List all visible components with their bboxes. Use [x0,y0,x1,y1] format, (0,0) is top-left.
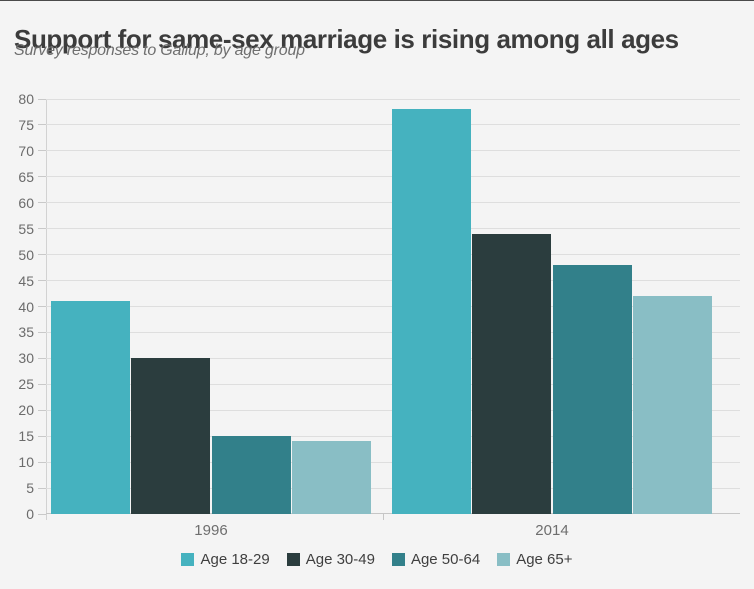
plot-area: 1996 2014 [46,98,740,539]
legend-label: Age 50-64 [410,551,481,568]
legend-swatch-icon [286,553,300,566]
y-tick-15 [38,435,46,437]
y-tick-label-55: 55 [18,220,34,237]
y-tick-60 [38,202,46,204]
legend-label: Age 18-29 [200,551,270,568]
y-tick-50 [38,254,46,256]
legend: Age 18-29 Age 30-49 Age 50-64 Age 65+ [0,551,754,568]
legend-swatch-icon [391,553,405,566]
x-axis-separator-tick [383,514,384,520]
y-tick-0 [38,513,46,515]
y-tick-label-65: 65 [18,168,34,185]
y-tick-label-70: 70 [18,142,34,159]
legend-label: Age 65+ [516,551,573,568]
gridline-80 [46,98,740,100]
legend-swatch-icon [181,553,195,566]
y-tick-label-15: 15 [18,428,34,445]
chart-title: Support for same-sex marriage is rising … [14,24,679,55]
y-tick-label-30: 30 [18,350,34,367]
legend-label: Age 30-49 [305,551,375,568]
y-tick-25 [38,383,46,385]
y-tick-label-45: 45 [18,272,34,289]
y-tick-label-40: 40 [18,298,34,315]
y-tick-70 [38,150,46,152]
y-axis-line [46,99,47,520]
y-tick-30 [38,357,46,359]
bar-2014-age-18-29 [392,109,471,514]
bar-1996-age-18-29 [51,301,130,514]
bar-1996-age-30-49 [131,358,210,514]
bar-2014-age-65plus [633,296,712,514]
legend-swatch-icon [497,553,511,566]
y-axis-ticks [38,98,46,515]
legend-item-age-30-49: Age 30-49 [286,551,375,568]
y-tick-label-75: 75 [18,116,34,133]
y-axis-labels: 0 5 10 15 20 25 30 35 40 45 50 55 60 65 70 75 80 [0,91,34,522]
legend-item-age-50-64: Age 50-64 [391,551,481,568]
legend-item-age-18-29: Age 18-29 [181,551,270,568]
y-tick-75 [38,124,46,126]
window-top-edge [0,0,754,1]
y-tick-label-25: 25 [18,376,34,393]
y-tick-40 [38,306,46,307]
bar-2014-age-50-64 [553,265,632,514]
y-tick-5 [38,487,46,489]
y-tick-label-50: 50 [18,246,34,263]
y-tick-55 [38,228,46,230]
legend-item-age-65plus: Age 65+ [497,551,573,568]
y-tick-45 [38,280,46,282]
y-tick-label-5: 5 [26,480,34,497]
bar-1996-age-65plus [292,441,371,514]
y-tick-35 [38,331,46,333]
x-tick-label-2014: 2014 [535,522,569,539]
chart-subtitle: Survey responses to Gallup, by age group [14,42,305,59]
y-tick-80 [38,98,46,100]
x-tick-label-1996: 1996 [194,522,228,539]
bar-2014-age-30-49 [472,233,551,514]
y-tick-label-60: 60 [18,194,34,211]
y-tick-20 [38,409,46,411]
y-tick-label-10: 10 [18,454,34,471]
y-tick-label-20: 20 [18,402,34,419]
y-tick-65 [38,176,46,178]
y-tick-label-80: 80 [18,91,34,107]
y-tick-label-0: 0 [26,506,34,522]
bar-1996-age-50-64 [212,436,291,514]
y-tick-10 [38,461,46,463]
y-tick-label-35: 35 [18,324,34,341]
